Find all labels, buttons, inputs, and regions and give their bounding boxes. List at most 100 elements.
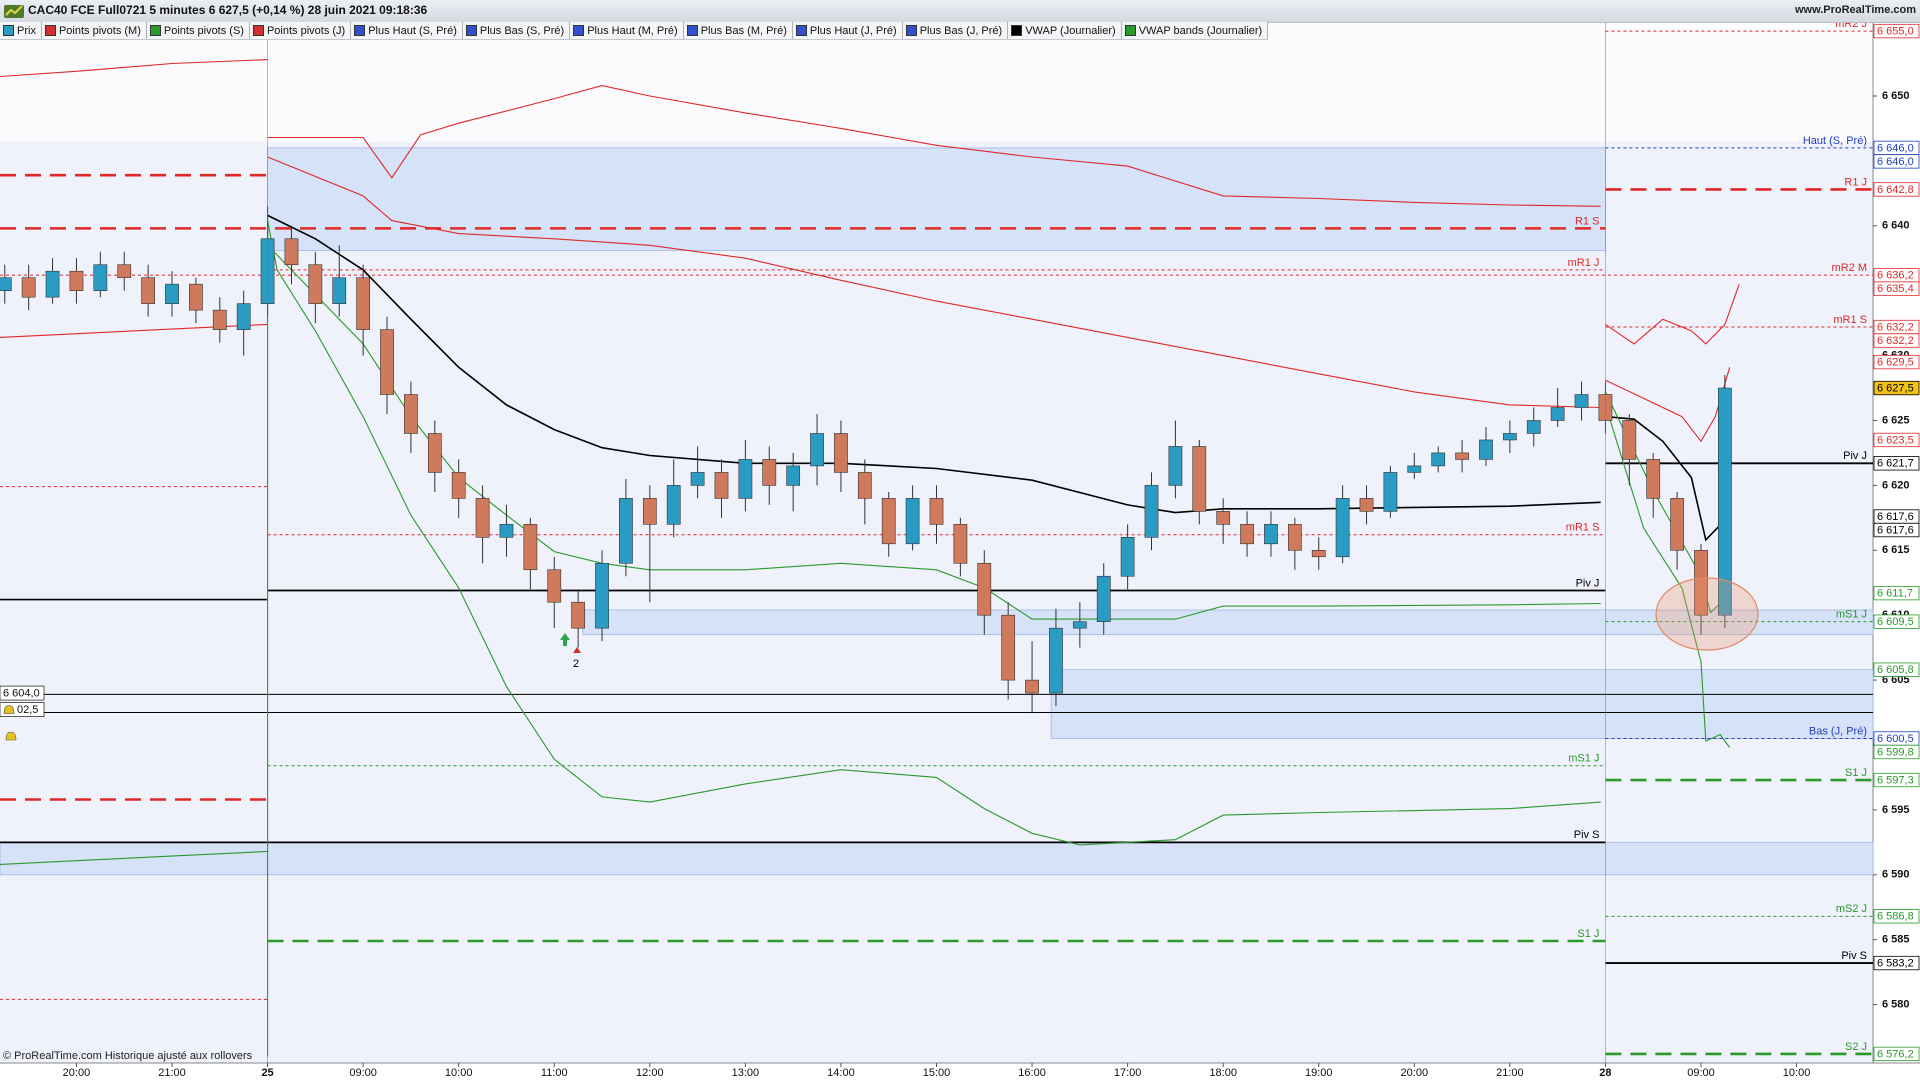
price-tag-label: 6 627,5 [1877,382,1914,394]
candle-body [571,601,586,629]
y-tick-label: 6 580 [1882,998,1910,1010]
x-tick-label: 11:00 [541,1067,568,1079]
band-line [267,85,1601,207]
candle-body [141,277,155,304]
candle-body [1311,549,1326,558]
level-label: Piv J [1576,577,1600,589]
x-tick-label: 16:00 [1018,1067,1046,1079]
legend-label: Plus Haut (J, Pré) [809,24,897,37]
level-label: mS1 J [1568,753,1599,765]
price-tag-label: 6 617,6 [1877,524,1914,536]
legend-label: Plus Bas (J, Pré) [919,24,1003,37]
legend-label: Prix [17,24,36,37]
left-tag [0,685,45,701]
candle-body [714,472,729,499]
price-tag-label: 6 629,5 [1877,356,1914,368]
candle-body [1455,452,1469,460]
candle-body [762,459,777,486]
left-tag-label: 02,5 [17,704,38,716]
candle-body [977,562,992,616]
candle-body [1526,420,1541,434]
candle-body [547,569,562,603]
y-tick-label: 6 595 [1882,804,1910,816]
legend: Prix Points pivots (M) Points pivots (S) Po… [0,22,1269,40]
annotation: 2 [573,658,579,670]
candle-body [1287,524,1302,551]
band-line [267,244,1601,620]
candle-body [404,394,418,434]
price-tag [1873,182,1920,197]
price-tag-label: 6 642,8 [1877,184,1914,196]
legend-item: Points pivots (S) [147,22,250,39]
candle-body [0,277,12,291]
price-tag [1873,432,1920,448]
candle-body [1072,621,1087,629]
zone [0,841,1874,876]
y-tick-label: 6 605 [1882,674,1910,686]
candle-body [786,465,801,486]
level-label: S1 J [1845,767,1867,779]
candle-body [929,498,944,525]
legend-item: Plus Haut (M, Pré) [570,22,684,39]
candle-body [1574,394,1589,408]
candle-body [1168,446,1183,486]
level-label: Haut (S, Pré) [1803,135,1867,147]
legend-swatch [149,25,161,36]
price-tag-label: 6 617,6 [1877,511,1914,523]
candle-body [857,472,872,499]
legend-item: Plus Haut (S, Pré) [351,22,463,39]
price-tag [1873,955,1920,971]
candle-body [1622,420,1637,460]
bell-icon [3,705,15,714]
legend-item: Plus Bas (S, Pré) [463,22,571,39]
level-label: S2 J [1845,1041,1867,1053]
price-tag-label: 6 646,0 [1877,142,1914,154]
y-tick-label: 6 620 [1882,479,1910,491]
price-tag [1873,585,1920,601]
price-tag-label: 6 655,0 [1877,25,1914,37]
legend-label: Plus Bas (S, Pré) [479,24,565,37]
price-tag [1873,522,1920,538]
candle-body [953,524,968,564]
legend-item: Points pivots (J) [250,22,352,39]
x-tick-label: 10:00 [445,1067,473,1079]
candle-body [690,472,705,486]
band-line [0,850,268,865]
price-tag [1873,744,1920,760]
band-line [1605,367,1731,443]
candle-body [523,524,538,571]
candle-body [380,329,394,395]
candle-body [117,264,132,279]
candle-body [1264,524,1278,545]
candle-body [738,459,753,499]
bell-icon [5,731,17,741]
price-tag [1873,333,1920,348]
candle-body [1359,498,1374,512]
legend-item: Plus Bas (M, Pré) [684,22,793,39]
price-axis-background [1873,22,1920,1063]
candle-body [1479,439,1493,460]
level-label: R1 J [1844,176,1867,188]
price-tag-label: 6 611,7 [1877,588,1913,600]
header: CAC40 FCE Full0721 5 minutes 6 627,5 (+0… [0,0,1920,23]
source: © ProRealTime.com Historique ajusté aux … [3,1050,253,1062]
price-tag [1873,456,1920,471]
legend-label: Points pivots (J) [266,24,346,37]
band-line [1604,404,1731,748]
level-label: mR1 J [1568,257,1600,269]
level-label: Piv J [1843,450,1867,462]
y-tick-label: 6 585 [1882,934,1910,946]
x-tick-label: 09:00 [349,1067,377,1079]
price-tag [1873,614,1920,629]
candle-body [212,309,227,330]
level-label: S1 J [1577,928,1599,940]
x-tick-label: 15:00 [923,1067,951,1079]
candle-body [1240,524,1254,545]
level-label: mS1 J [1836,609,1867,621]
zone [267,147,1606,251]
price-tag-label: 6 576,2 [1877,1048,1914,1060]
candle-body [1431,452,1446,467]
level-label: Piv S [1574,829,1600,841]
